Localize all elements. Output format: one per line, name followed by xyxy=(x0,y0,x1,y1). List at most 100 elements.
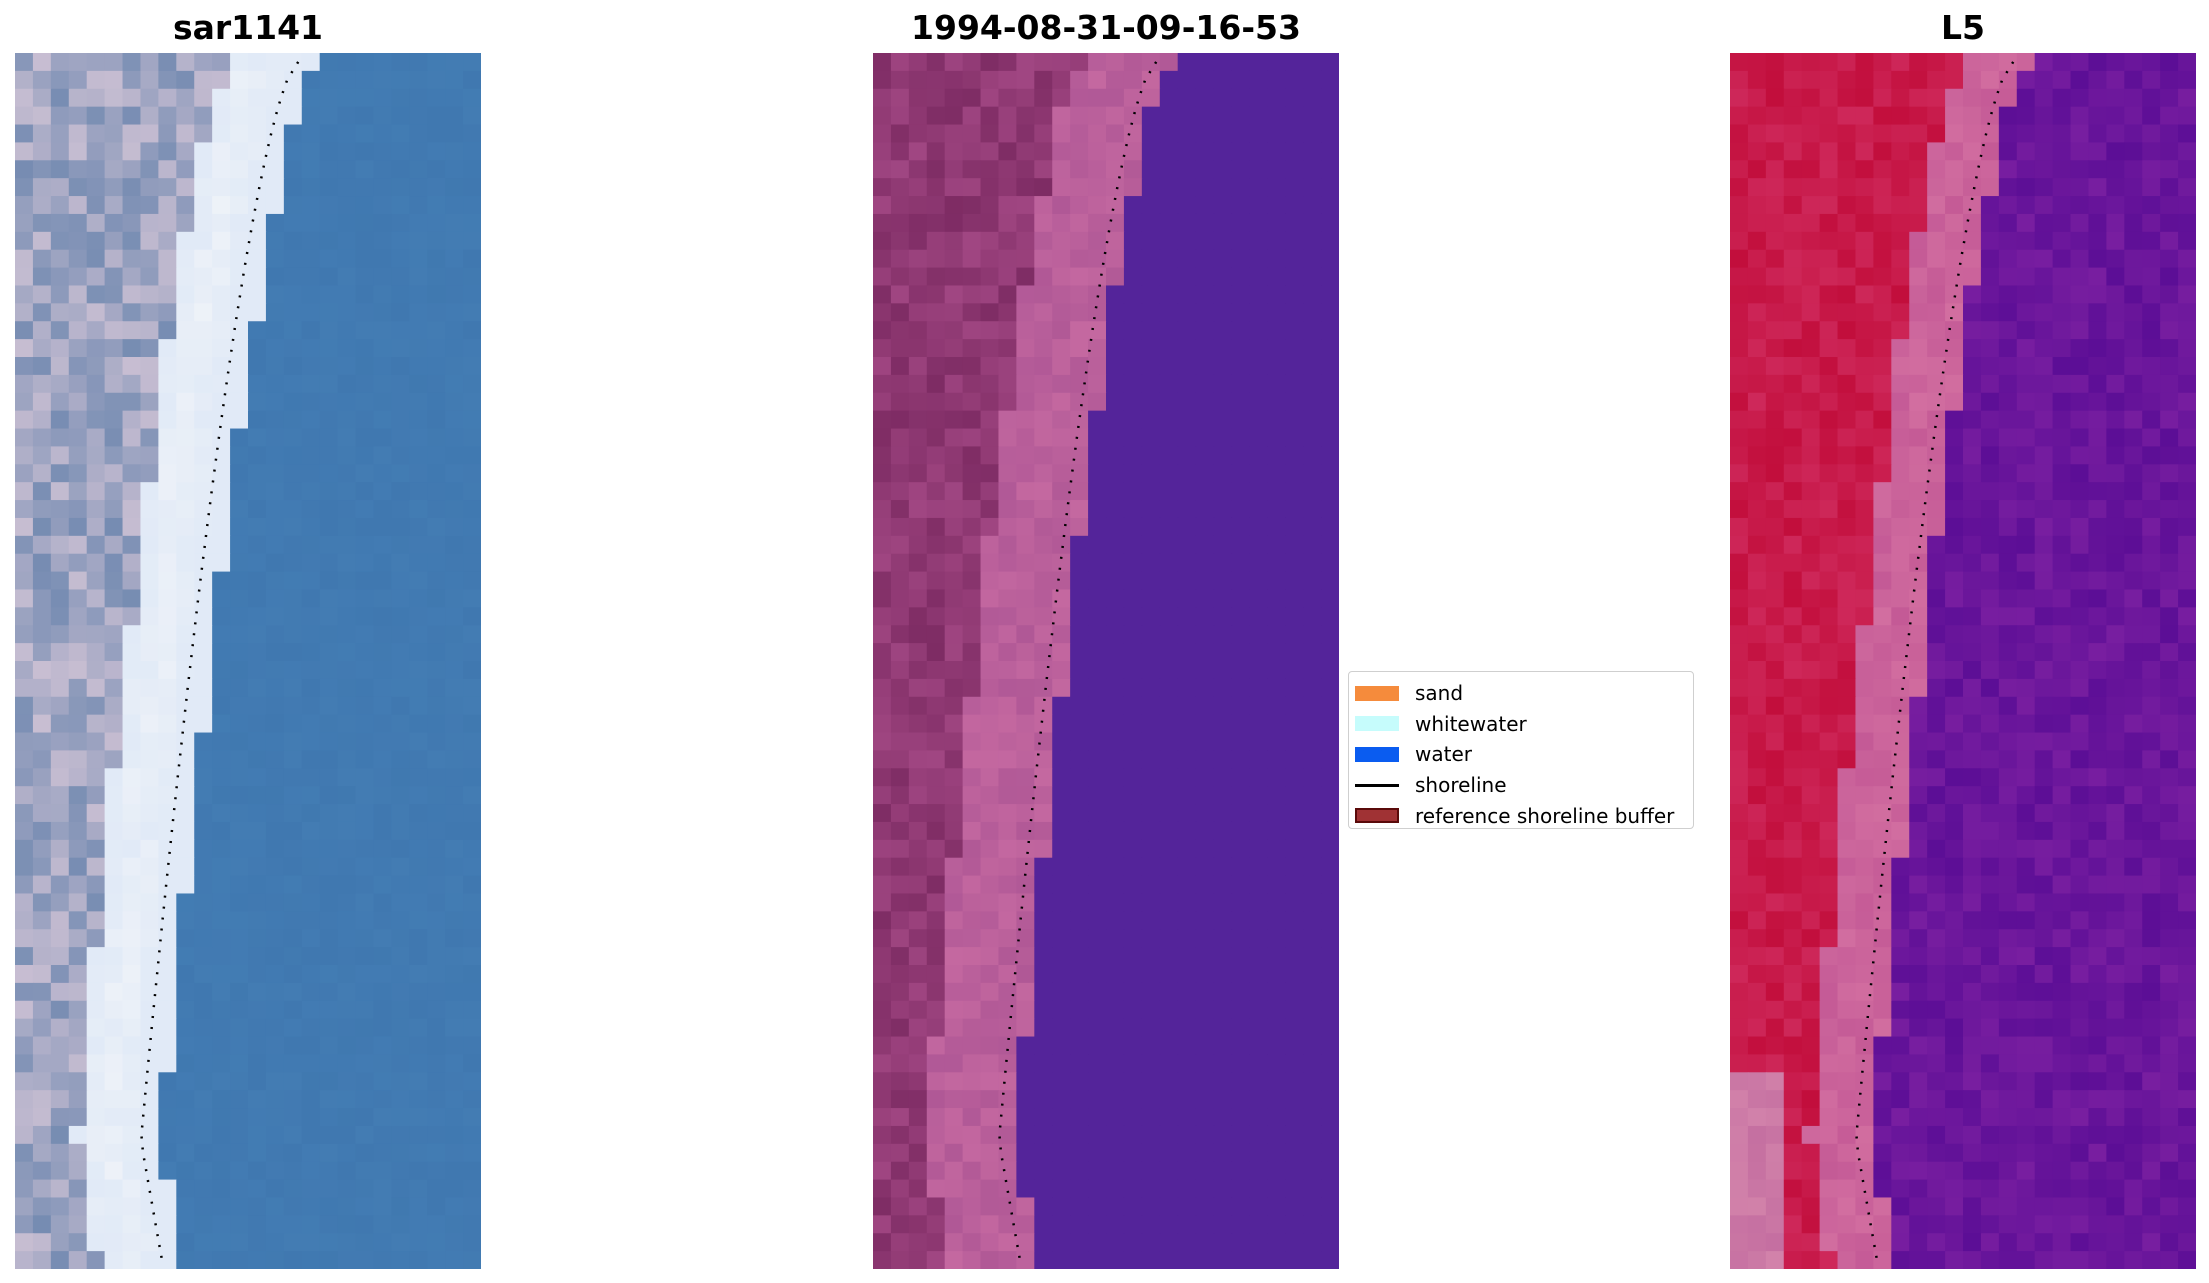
image-pixel xyxy=(15,1018,34,1038)
image-pixel xyxy=(2016,464,2036,483)
image-pixel xyxy=(50,857,70,877)
image-pixel xyxy=(2142,750,2161,769)
image-pixel xyxy=(2052,553,2072,573)
image-pixel xyxy=(68,231,88,251)
image-pixel xyxy=(15,750,34,769)
image-pixel xyxy=(1819,786,1839,805)
image-pixel xyxy=(86,714,106,734)
image-pixel xyxy=(1765,231,1785,251)
image-pixel xyxy=(2016,947,2036,966)
image-pixel xyxy=(2142,947,2161,966)
image-pixel xyxy=(1819,392,1839,412)
image-pixel xyxy=(1249,392,1268,412)
image-pixel xyxy=(15,1072,34,1091)
image-pixel xyxy=(283,893,303,912)
image-pixel xyxy=(212,1018,231,1038)
image-pixel xyxy=(2142,392,2161,412)
image-pixel xyxy=(1730,1018,1749,1038)
image-pixel xyxy=(908,1072,928,1091)
image-pixel xyxy=(1249,696,1268,716)
image-pixel xyxy=(944,625,964,644)
image-pixel xyxy=(2142,643,2161,662)
image-pixel xyxy=(1106,875,1125,895)
image-pixel xyxy=(908,1215,928,1234)
image-pixel xyxy=(301,213,321,233)
image-pixel xyxy=(355,821,375,841)
image-pixel xyxy=(445,1197,464,1216)
image-pixel xyxy=(463,339,481,358)
image-pixel xyxy=(926,106,946,126)
image-pixel xyxy=(1801,249,1821,269)
image-pixel xyxy=(176,1072,195,1091)
image-pixel xyxy=(1267,1143,1286,1163)
image-pixel xyxy=(944,160,964,179)
image-pixel xyxy=(1285,446,1304,465)
image-pixel xyxy=(1980,643,2000,662)
image-pixel xyxy=(2124,821,2143,841)
image-pixel xyxy=(1980,625,2000,644)
image-pixel xyxy=(2142,857,2161,877)
image-pixel xyxy=(194,875,213,895)
image-pixel xyxy=(122,53,142,72)
image-pixel xyxy=(1285,213,1304,233)
image-pixel xyxy=(1177,804,1197,823)
image-pixel xyxy=(1980,249,2000,269)
image-pixel xyxy=(1123,786,1143,805)
image-pixel xyxy=(2160,643,2179,662)
image-pixel xyxy=(355,929,375,948)
image-pixel xyxy=(1303,517,1322,537)
image-pixel xyxy=(1177,124,1197,144)
image-pixel xyxy=(1765,1000,1785,1020)
image-pixel xyxy=(373,1072,392,1091)
image-pixel xyxy=(1819,982,1839,1002)
image-pixel xyxy=(890,643,910,662)
image-pixel xyxy=(122,929,142,948)
image-pixel xyxy=(1231,786,1250,805)
image-pixel xyxy=(373,464,392,483)
image-pixel xyxy=(2106,124,2125,144)
image-pixel xyxy=(104,678,124,698)
image-pixel xyxy=(890,696,910,716)
image-pixel xyxy=(1195,768,1215,787)
image-pixel xyxy=(1855,893,1874,912)
image-pixel xyxy=(1783,786,1803,805)
image-pixel xyxy=(104,213,124,233)
image-pixel xyxy=(1034,947,1053,966)
image-pixel xyxy=(1231,410,1250,430)
image-pixel xyxy=(409,482,428,501)
image-pixel xyxy=(1980,821,2000,841)
image-pixel xyxy=(998,1072,1017,1091)
image-pixel xyxy=(1765,982,1785,1002)
image-pixel xyxy=(194,1215,213,1234)
image-pixel xyxy=(373,768,392,787)
image-pixel xyxy=(1267,732,1286,752)
image-pixel xyxy=(1267,392,1286,412)
image-pixel xyxy=(445,643,464,662)
image-pixel xyxy=(122,678,142,698)
image-pixel xyxy=(2124,678,2143,698)
image-pixel xyxy=(32,696,52,716)
image-pixel xyxy=(140,106,159,126)
image-pixel xyxy=(1747,589,1767,608)
image-pixel xyxy=(944,1251,964,1269)
image-pixel xyxy=(445,625,464,644)
image-pixel xyxy=(1998,643,2018,662)
image-pixel xyxy=(1177,786,1197,805)
image-pixel xyxy=(926,124,946,144)
image-pixel xyxy=(1980,267,2000,287)
image-pixel xyxy=(2160,303,2179,322)
image-pixel xyxy=(926,1000,946,1020)
image-pixel xyxy=(15,804,34,823)
image-pixel xyxy=(1783,482,1803,501)
image-pixel xyxy=(2160,374,2179,394)
image-pixel xyxy=(176,428,195,448)
image-pixel xyxy=(1141,589,1161,608)
image-pixel xyxy=(122,1090,142,1109)
image-pixel xyxy=(890,607,910,626)
image-pixel xyxy=(2034,857,2054,877)
image-pixel xyxy=(2052,857,2072,877)
image-pixel xyxy=(32,553,52,573)
image-pixel xyxy=(980,839,1000,859)
image-pixel xyxy=(1873,1036,1892,1056)
image-pixel xyxy=(980,1000,1000,1020)
